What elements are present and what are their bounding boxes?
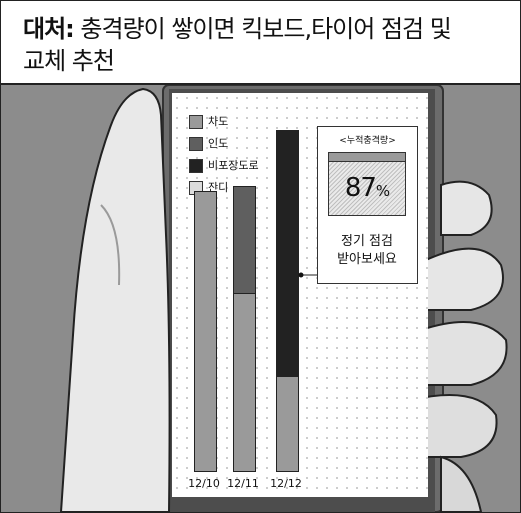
legend-swatch-unpaved <box>189 159 203 173</box>
inspection-message-line-1: 정기 점검 <box>341 234 393 249</box>
inspection-message: 정기 점검 받아보세요 <box>317 233 417 269</box>
caption-text-1: 충격량이 쌓이면 킥보드,타이어 점검 및 <box>73 15 451 43</box>
finger-1 <box>440 180 493 236</box>
legend-label-sidewalk: 인도 <box>208 137 229 150</box>
legend-swatch-road <box>189 115 203 129</box>
impact-percent: 87% <box>329 173 405 203</box>
impact-gauge: 87% <box>328 152 406 216</box>
impact-percent-unit: % <box>375 182 390 200</box>
x-tick-label: 12/11 <box>227 477 259 490</box>
finger-3 <box>420 321 508 386</box>
palm <box>440 455 483 512</box>
legend-label-unpaved: 비포장도로 <box>208 159 259 172</box>
x-tick-label: 12/10 <box>188 477 220 490</box>
bar-12-11-series-1 <box>232 185 256 294</box>
impact-percent-number: 87 <box>344 173 377 203</box>
left-thumb <box>59 87 171 512</box>
x-tick-label: 12/12 <box>270 477 302 490</box>
legend-label-grass: 잔디 <box>208 181 229 194</box>
caption-line-2: 교체 추천 <box>23 47 115 75</box>
gauge-empty-portion <box>329 153 405 162</box>
bar-12-10-series-0 <box>193 191 217 472</box>
connector-dot <box>298 272 304 278</box>
finger-4 <box>410 394 498 458</box>
finger-2 <box>425 247 504 311</box>
caption-label: 대처: <box>23 15 75 43</box>
inspection-message-line-2: 받아보세요 <box>337 252 397 267</box>
legend-swatch-sidewalk <box>189 137 203 151</box>
caption-line-1: 대처: 충격량이 쌓이면 킥보드,타이어 점검 및 <box>23 15 452 43</box>
legend-label-road: 차도 <box>208 115 229 128</box>
impact-box-title: <누적충격량> <box>339 136 396 146</box>
bar-12-12-series-2 <box>275 130 299 378</box>
thumb-shadow-line <box>100 204 121 286</box>
caption-box: 대처: 충격량이 쌓이면 킥보드,타이어 점검 및 교체 추천 <box>1 1 520 85</box>
